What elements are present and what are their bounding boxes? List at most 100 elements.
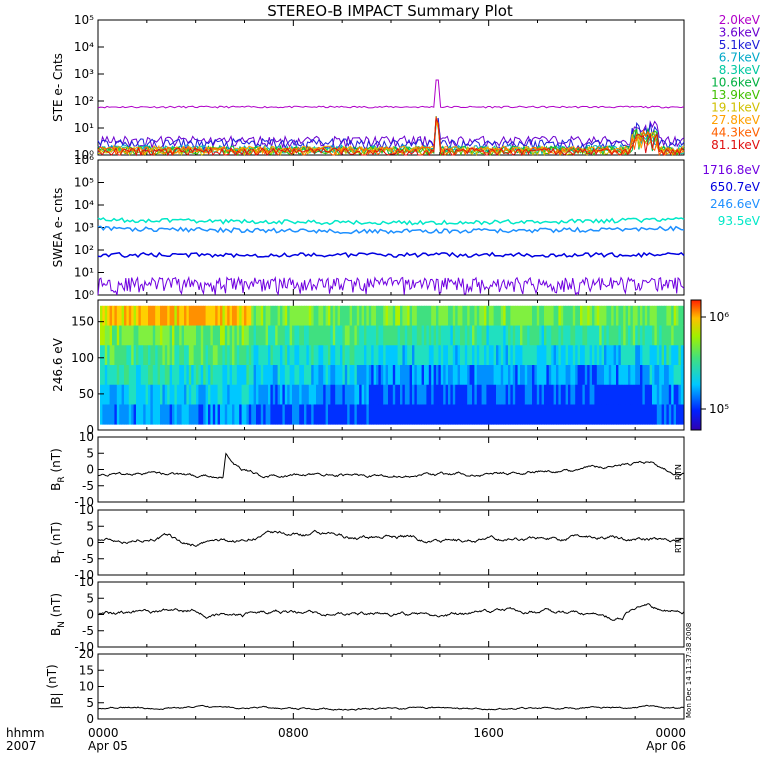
heatmap-cell (356, 365, 360, 386)
heatmap-cell (534, 404, 538, 425)
heatmap-cell (244, 384, 247, 405)
heatmap-cell (328, 404, 331, 425)
heatmap-cell (649, 305, 653, 326)
y-tick-label: 10¹ (74, 266, 94, 280)
heatmap-cell (512, 305, 516, 326)
heatmap-cell (136, 325, 139, 346)
heatmap-cell (448, 325, 451, 346)
heatmap-cell (589, 365, 593, 386)
heatmap-cell (131, 384, 134, 405)
heatmap-cell (248, 384, 252, 405)
heatmap-cell (604, 384, 607, 405)
heatmap-cell (155, 345, 158, 366)
heatmap-cell (659, 365, 662, 386)
heatmap-cell (680, 365, 684, 386)
heatmap-cell (131, 325, 134, 346)
heatmap-cell (328, 305, 331, 326)
heatmap-cell (244, 345, 247, 366)
heatmap-cell (330, 345, 334, 366)
heatmap-cell (340, 404, 343, 425)
heatmap-cell (335, 345, 338, 366)
x-tick-label: 0000 (88, 726, 119, 740)
heatmap-cell (474, 404, 478, 425)
heatmap-cell (155, 325, 158, 346)
heatmap-cell (275, 384, 278, 405)
heatmap-cell (481, 325, 485, 346)
heatmap-cell (277, 345, 281, 366)
heatmap-cell (618, 305, 622, 326)
heatmap-cell (488, 325, 492, 346)
y-tick-label: 10² (74, 243, 94, 257)
heatmap-cell (289, 325, 293, 346)
heatmap-cell (589, 404, 593, 425)
heatmap-cell (472, 345, 475, 366)
heatmap-cell (246, 365, 250, 386)
heatmap-cell (172, 384, 175, 405)
heatmap-cell (460, 345, 463, 366)
heatmap-cell (671, 345, 674, 366)
swea-series-line-246.6eV (97, 225, 685, 235)
heatmap-cell (652, 384, 655, 405)
heatmap-cell (505, 325, 509, 346)
heatmap-cell (114, 384, 118, 405)
heatmap-cell (320, 384, 324, 405)
heatmap-cell (512, 365, 516, 386)
heatmap-cell (510, 365, 514, 386)
heatmap-cell (565, 345, 569, 366)
heatmap-cell (522, 305, 526, 326)
heatmap-cell (220, 404, 223, 425)
heatmap-cell (284, 404, 288, 425)
ste-series-line-2.0keV (97, 79, 685, 109)
heatmap-cell (467, 404, 470, 425)
heatmap-cell (284, 365, 288, 386)
heatmap-cell (282, 404, 286, 425)
heatmap-cell (395, 345, 398, 366)
heatmap-cell (424, 384, 427, 405)
heatmap-cell (222, 384, 226, 405)
heatmap-cell (678, 305, 682, 326)
heatmap-cell (373, 384, 377, 405)
heatmap-cell (400, 384, 403, 405)
heatmap-cell (371, 305, 374, 326)
heatmap-cell (541, 404, 545, 425)
heatmap-cell (294, 325, 298, 346)
heatmap-cell (109, 365, 113, 386)
heatmap-cell (546, 325, 550, 346)
heatmap-cell (227, 305, 230, 326)
heatmap-cell (570, 305, 574, 326)
heatmap-cell (109, 404, 113, 425)
heatmap-cell (196, 305, 199, 326)
heatmap-cell (155, 365, 158, 386)
heatmap-cell (352, 345, 355, 366)
heatmap-cell (260, 384, 264, 405)
heatmap-cell (143, 325, 146, 346)
heatmap-cell (577, 325, 581, 346)
heatmap-cell (335, 305, 338, 326)
heatmap-cell (325, 365, 329, 386)
heatmap-cell (320, 404, 324, 425)
y-tick-label: 10⁴ (74, 198, 94, 212)
heatmap-cell (232, 345, 235, 366)
heatmap-cell (445, 325, 449, 346)
heatmap-cell (246, 305, 250, 326)
heatmap-cell (277, 365, 281, 386)
heatmap-cell (544, 305, 547, 326)
heatmap-cell (649, 325, 653, 346)
heatmap-cell (160, 305, 163, 326)
heatmap-cell (505, 384, 509, 405)
heatmap-cell (196, 345, 199, 366)
heatmap-cell (388, 325, 391, 346)
y-axis-label-group: |B| (nT) (45, 664, 63, 708)
heatmap-cell (476, 325, 480, 346)
heatmap-cell (419, 404, 422, 425)
heatmap-cell (133, 365, 137, 386)
heatmap-cell (450, 305, 454, 326)
heatmap-cell (191, 305, 194, 326)
heatmap-cell (244, 305, 247, 326)
heatmap-cell (592, 325, 595, 346)
heatmap-cell (306, 305, 310, 326)
heatmap-cell (160, 365, 163, 386)
heatmap-cell (311, 365, 314, 386)
heatmap-cell (635, 365, 638, 386)
heatmap-cell (272, 305, 276, 326)
